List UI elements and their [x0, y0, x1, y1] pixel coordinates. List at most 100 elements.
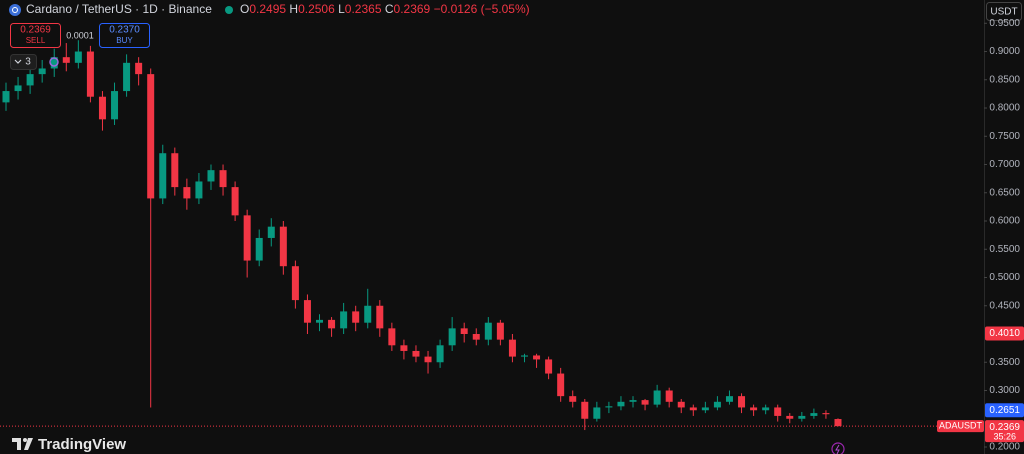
spread: 0.0001	[66, 30, 94, 40]
candle-body	[496, 322, 504, 340]
event-marker[interactable]	[49, 57, 59, 67]
buy-box[interactable]	[99, 23, 150, 48]
y-tick-label: 0.6500	[989, 187, 1020, 198]
candle-body	[62, 57, 70, 63]
candle-body	[26, 74, 34, 86]
price-tag	[985, 403, 1024, 418]
candle-body	[725, 396, 733, 402]
candle-body	[484, 322, 492, 340]
ohlc-value: 0.2369	[394, 2, 431, 16]
candle-body	[436, 345, 444, 363]
candle-body	[376, 305, 384, 329]
candle-body	[267, 226, 275, 238]
ohlc-label: H	[289, 2, 298, 16]
alert-icon[interactable]	[831, 442, 845, 454]
price-tag-label: 0.2651	[989, 405, 1020, 416]
buy-label[interactable]: BUY	[116, 36, 133, 45]
candle-body	[762, 407, 770, 411]
candle-body	[219, 170, 227, 188]
buy-price[interactable]: 0.2370	[109, 25, 140, 36]
symbol-icon	[9, 4, 21, 16]
candle-body	[810, 413, 818, 416]
candle-body	[557, 373, 565, 397]
candle-body	[98, 96, 106, 120]
candle-body	[641, 400, 649, 405]
candle-body	[279, 226, 287, 267]
candle-body	[617, 401, 625, 407]
y-tick-label: 0.7000	[989, 159, 1020, 170]
candle-body	[123, 62, 131, 92]
candle-body	[159, 153, 167, 199]
sell-price[interactable]: 0.2369	[20, 25, 51, 36]
candle-body	[774, 407, 782, 416]
candle-body	[111, 91, 119, 120]
currency-dropdown[interactable]: USDT	[986, 2, 1022, 21]
indicators-count[interactable]: 3	[25, 57, 31, 68]
candle-body	[38, 68, 46, 75]
candle-body	[448, 328, 456, 346]
last-price-label: 0.2369	[989, 422, 1020, 433]
currency-box[interactable]	[986, 2, 1022, 21]
y-tick-label: 0.6000	[989, 216, 1020, 227]
indicators-toggle[interactable]: 3	[10, 54, 37, 70]
candle-body	[520, 355, 528, 357]
candle-body	[291, 266, 299, 301]
candle-body	[147, 74, 155, 199]
y-tick-label: 0.8500	[989, 74, 1020, 85]
y-tick-label: 0.5500	[989, 244, 1020, 255]
chevron-icon[interactable]	[14, 59, 22, 64]
countdown: 35:26	[993, 432, 1016, 442]
candle-body	[195, 181, 203, 199]
candle-body	[798, 415, 806, 419]
sell-label[interactable]: SELL	[26, 36, 46, 45]
candle-body	[316, 319, 324, 323]
candle-body	[533, 355, 541, 360]
logo-mark	[24, 438, 33, 450]
candle-body	[340, 311, 348, 329]
market-status	[225, 6, 233, 14]
candle-body	[328, 319, 336, 329]
candle-body	[388, 328, 396, 346]
candle-body	[207, 170, 215, 182]
candle-body	[508, 339, 516, 357]
y-tick-label: 0.2000	[989, 442, 1020, 453]
candle-body	[303, 300, 311, 323]
y-tick-label: 0.4500	[989, 300, 1020, 311]
candle-body	[629, 400, 637, 402]
candle-body	[786, 415, 794, 419]
candle-body	[750, 407, 758, 411]
ohlc-value: 0.2365	[345, 2, 382, 16]
indicators-box[interactable]	[10, 54, 37, 70]
symbol-tag	[937, 420, 984, 433]
candle-body	[424, 356, 432, 363]
y-tick-label: 0.3000	[989, 385, 1020, 396]
symbol-tag-label: ADAUSDT	[939, 421, 983, 431]
ohlc-label: L	[338, 2, 345, 16]
candle-body	[822, 413, 830, 415]
candle-body	[400, 345, 408, 351]
currency[interactable]: USDT	[990, 7, 1017, 18]
candle-body	[701, 407, 709, 411]
candle-body	[74, 51, 82, 63]
y-tick-label: 0.5000	[989, 272, 1020, 283]
candle-body	[352, 311, 360, 323]
candle-body	[653, 390, 661, 405]
price-tag-label: 0.4010	[989, 328, 1020, 339]
ohlc-value: 0.2506	[298, 2, 335, 16]
buy-button[interactable]: 0.2370 BUY	[99, 23, 150, 48]
sell-button[interactable]: 0.2369 SELL	[10, 23, 61, 48]
candle-body	[50, 57, 58, 69]
alert-bolt[interactable]	[835, 444, 840, 454]
candle-body	[689, 407, 697, 411]
y-tick-label: 0.9000	[989, 46, 1020, 57]
price-tag	[985, 326, 1024, 341]
sell-box[interactable]	[10, 23, 61, 48]
y-tick-label: 0.7500	[989, 131, 1020, 142]
candle-body	[665, 390, 673, 402]
ohlc-label: C	[385, 2, 394, 16]
candle-body	[14, 85, 22, 92]
candle-body	[581, 401, 589, 419]
candle-body	[677, 401, 685, 408]
